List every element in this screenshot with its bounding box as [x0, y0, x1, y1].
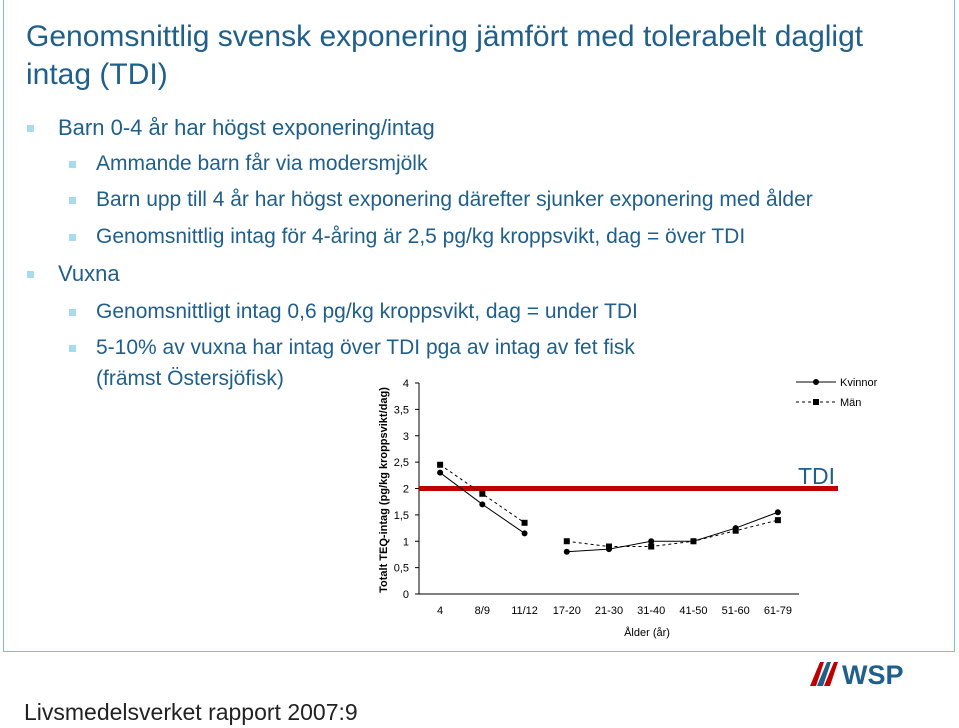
- x-tick-label: 11/12: [511, 605, 538, 617]
- data-point-kvinnor: [648, 538, 655, 545]
- data-point-kvinnor: [563, 548, 570, 555]
- bullet-marker: [27, 271, 34, 278]
- y-tick-label: 2,5: [394, 457, 409, 469]
- data-point-män: [437, 461, 444, 468]
- bullet-level2: 5-10% av vuxna har intag över TDI pga av…: [96, 336, 635, 359]
- data-point-kvinnor: [479, 501, 486, 508]
- x-tick-label: 4: [437, 605, 443, 617]
- data-point-män: [648, 543, 655, 550]
- data-point-män: [690, 538, 697, 545]
- x-tick-label: 61-79: [764, 605, 792, 617]
- wsp-logo: WSP: [810, 660, 904, 690]
- bullet-marker: [69, 309, 76, 316]
- legend-label: Män: [840, 397, 861, 409]
- data-point-män: [774, 517, 781, 524]
- bullet-marker: [69, 161, 76, 168]
- tdi-label: TDI: [798, 463, 836, 489]
- data-point-män: [479, 490, 486, 497]
- y-tick-label: 4: [403, 378, 409, 390]
- y-axis-label: Totalt TEQ-intag (pg/kg kroppsvikt/dag): [378, 387, 390, 593]
- data-point-män: [606, 543, 612, 550]
- slide-frame: [3, 0, 955, 652]
- data-point-män: [732, 527, 739, 534]
- legend-label: Kvinnor: [840, 377, 878, 389]
- bullet-marker: [27, 125, 34, 132]
- x-tick-label: 21-30: [595, 605, 623, 617]
- x-axis-label: Ålder (år): [624, 626, 670, 639]
- bullet-level1: Barn 0-4 år har högst exponering/intag: [58, 115, 435, 140]
- series-line-män: [439, 464, 525, 524]
- logo-text: WSP: [842, 660, 904, 690]
- bullet-level2: Barn upp till 4 år har högst exponering …: [96, 188, 813, 211]
- bullet-marker: [69, 234, 76, 241]
- data-point-kvinnor: [774, 509, 781, 516]
- y-tick-label: 3: [403, 431, 409, 443]
- footer-source: Livsmedelsverket rapport 2007:9: [24, 699, 358, 725]
- slide-title: Genomsnittlig svensk exponering jämfört …: [26, 20, 864, 91]
- x-tick-label: 31-40: [637, 605, 665, 617]
- data-point-kvinnor: [437, 469, 444, 476]
- legend-marker: [813, 399, 819, 405]
- x-tick-label: 8/9: [475, 605, 490, 617]
- series-line-kvinnor: [566, 511, 779, 553]
- y-tick-label: 1,5: [394, 510, 409, 522]
- bullet-level2: Ammande barn får via modersmjölk: [96, 152, 428, 175]
- x-tick-label: 41-50: [679, 605, 707, 617]
- y-tick-label: 0: [403, 589, 409, 601]
- bullet-level2: Genomsnittlig intag för 4-åring är 2,5 p…: [96, 225, 746, 248]
- bullet-level1: Vuxna: [58, 261, 120, 286]
- bullet-marker: [69, 197, 76, 204]
- y-tick-label: 2: [403, 484, 409, 496]
- x-tick-label: 51-60: [722, 605, 750, 617]
- bullet-marker: [69, 345, 76, 352]
- y-tick-label: 1: [403, 536, 409, 548]
- data-point-män: [563, 538, 570, 545]
- y-tick-label: 0,5: [394, 563, 409, 575]
- data-point-kvinnor: [521, 530, 528, 537]
- data-point-män: [521, 519, 528, 526]
- bullet-level2: (främst Östersjöfisk): [96, 367, 284, 390]
- bullet-level2: Genomsnittligt intag 0,6 pg/kg kroppsvik…: [96, 300, 638, 323]
- legend-marker: [813, 379, 819, 385]
- y-tick-label: 3,5: [394, 404, 409, 416]
- x-tick-label: 17-20: [553, 605, 581, 617]
